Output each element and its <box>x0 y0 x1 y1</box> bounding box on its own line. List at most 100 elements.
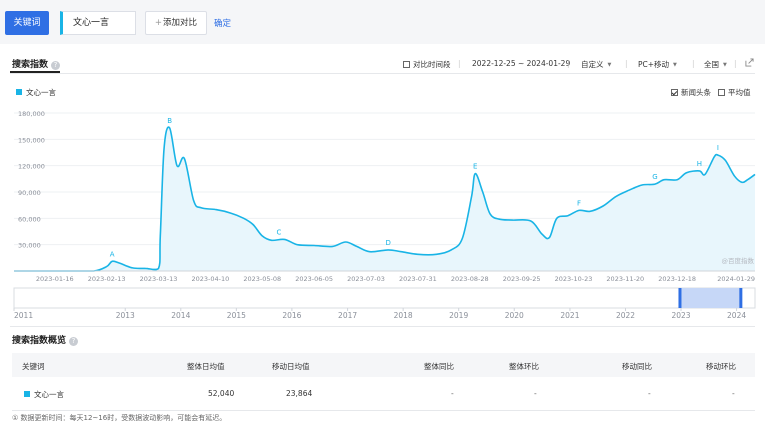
col-mobile-avg: 移动日均值 <box>272 362 310 371</box>
device-label: PC+移动 <box>638 60 670 69</box>
x-tick-label: 2023-08-28 <box>451 275 489 283</box>
x-tick-label: 2023-06-05 <box>295 275 333 283</box>
col-keyword: 关键词 <box>22 362 45 371</box>
navigator-year-label: 2016 <box>282 311 301 320</box>
search-index-title-text: 搜索指数 <box>12 60 49 70</box>
confirm-link[interactable]: 确定 <box>214 19 232 29</box>
y-tick-label: 30,000 <box>18 242 41 250</box>
navigator-year-label: 2011 <box>14 311 33 320</box>
overview-title-text: 搜索指数概览 <box>12 336 67 346</box>
info-icon: ① <box>12 414 19 422</box>
divider: | <box>692 59 695 68</box>
navigator-year-label: 2018 <box>394 311 413 320</box>
annotation-label: I <box>717 144 719 152</box>
navigator-year-label: 2014 <box>171 311 190 320</box>
custom-dropdown[interactable]: 自定义 ▼ <box>581 59 611 70</box>
average-toggle[interactable]: 平均值 <box>718 87 751 98</box>
navigator-selection[interactable] <box>679 288 741 308</box>
search-index-title: 搜索指数? <box>12 57 61 70</box>
navigator-handle-right[interactable] <box>739 288 743 308</box>
device-dropdown[interactable]: PC+移动 ▼ <box>638 59 677 70</box>
plus-icon: + <box>154 18 163 28</box>
watermark: @百度指数 <box>722 256 755 265</box>
y-axis-ticks: 30,000 60,000 90,000 120,000 150,000 180,000 <box>18 110 45 250</box>
divider: | <box>734 59 737 68</box>
export-icon[interactable] <box>745 58 754 67</box>
y-tick-label: 120,000 <box>18 163 45 171</box>
x-tick-label: 2023-07-31 <box>399 275 437 283</box>
series-legend[interactable]: 文心一言 <box>16 87 56 98</box>
series-swatch <box>24 391 30 397</box>
x-tick-label: 2024-01-29 <box>717 275 755 283</box>
annotation-label: B <box>167 117 172 125</box>
help-icon[interactable]: ? <box>51 61 61 70</box>
navigator-years: 2011 2013 2014 2015 2016 2017 2018 2019 2020 2021… <box>13 308 746 320</box>
row-overall-qoq: - <box>534 389 537 398</box>
x-tick-label: 2023-02-13 <box>88 275 126 283</box>
row-mobile-yoy: - <box>648 389 651 398</box>
row-divider <box>12 410 755 411</box>
navigator-year-label: 2021 <box>560 311 579 320</box>
annotation-label: G <box>652 173 657 181</box>
annotation-label: C <box>276 228 281 236</box>
help-icon[interactable]: ? <box>69 337 79 346</box>
add-compare-button[interactable]: +添加对比 <box>145 11 207 35</box>
col-mobile-yoy: 移动同比 <box>622 362 652 371</box>
x-tick-label: 2023-11-20 <box>606 275 644 283</box>
col-overall-qoq: 整体环比 <box>509 362 539 371</box>
section-divider <box>10 73 755 74</box>
divider: | <box>567 59 570 68</box>
annotation-label: D <box>386 239 391 247</box>
compare-period-label: 对比时间段 <box>413 60 451 69</box>
navigator-handle-left[interactable] <box>678 288 682 308</box>
compare-checkbox[interactable] <box>403 61 410 68</box>
keyword-input[interactable]: 文心一言 <box>60 11 136 35</box>
caret-down-icon: ▼ <box>723 62 727 68</box>
update-note-text: 数据更新时间：每天12~16时，受数据波动影响，可能会有延迟。 <box>20 414 227 422</box>
y-tick-label: 90,000 <box>18 189 41 197</box>
annotation-label: H <box>697 160 702 168</box>
x-tick-label: 2023-05-08 <box>243 275 281 283</box>
x-tick-label: 2023-07-03 <box>347 275 385 283</box>
date-range-picker[interactable]: 2022-12-25 ~ 2024-01-29 <box>472 59 571 68</box>
series-legend-label: 文心一言 <box>26 88 56 97</box>
series-line[interactable] <box>13 126 756 272</box>
y-tick-label: 150,000 <box>18 136 45 144</box>
series-area <box>14 127 755 271</box>
add-compare-label: 添加对比 <box>163 18 198 28</box>
navigator-year-label: 2017 <box>338 311 357 320</box>
row-mobile-qoq: - <box>732 389 735 398</box>
region-dropdown[interactable]: 全国 ▼ <box>704 59 727 70</box>
annotation-label: F <box>577 199 581 207</box>
compare-period-toggle[interactable]: 对比时间段 <box>403 59 451 70</box>
grid-lines <box>14 112 755 246</box>
col-overall-yoy: 整体同比 <box>424 362 454 371</box>
col-mobile-qoq: 移动环比 <box>706 362 736 371</box>
annotations: A B C D E F G H I <box>110 117 719 258</box>
average-checkbox[interactable] <box>718 89 725 96</box>
row-mobile-avg: 23,864 <box>286 389 313 398</box>
section-divider <box>10 326 755 327</box>
average-label: 平均值 <box>728 88 751 97</box>
top-bar: 关键词 文心一言 +添加对比 确定 <box>0 0 765 44</box>
navigator-year-label: 2020 <box>505 311 524 320</box>
custom-label: 自定义 <box>581 60 604 69</box>
news-toggle[interactable]: 新闻头条 <box>671 87 711 98</box>
annotation-label: E <box>473 163 477 171</box>
divider: | <box>458 59 461 68</box>
caret-down-icon: ▼ <box>607 62 612 68</box>
title-underline <box>10 71 60 73</box>
news-label: 新闻头条 <box>681 88 711 97</box>
row-keyword: 文心一言 <box>34 390 64 399</box>
navigator-year-label: 2022 <box>616 311 635 320</box>
row-overall-yoy: - <box>451 389 454 398</box>
caret-down-icon: ▼ <box>673 62 677 68</box>
update-note: ① 数据更新时间：每天12~16时，受数据波动影响，可能会有延迟。 <box>12 413 226 423</box>
region-label: 全国 <box>704 60 719 69</box>
search-index-chart[interactable]: 30,00060,00090,000120,000150,000180,000 … <box>0 100 765 325</box>
time-navigator[interactable]: 2011 2013 2014 2015 2016 2017 2018 2019 2020 2021… <box>13 287 756 320</box>
x-tick-label: 2023-01-16 <box>36 275 74 283</box>
x-tick-label: 2023-03-13 <box>140 275 178 283</box>
news-checkbox[interactable] <box>671 89 678 96</box>
keyword-button[interactable]: 关键词 <box>5 11 49 35</box>
